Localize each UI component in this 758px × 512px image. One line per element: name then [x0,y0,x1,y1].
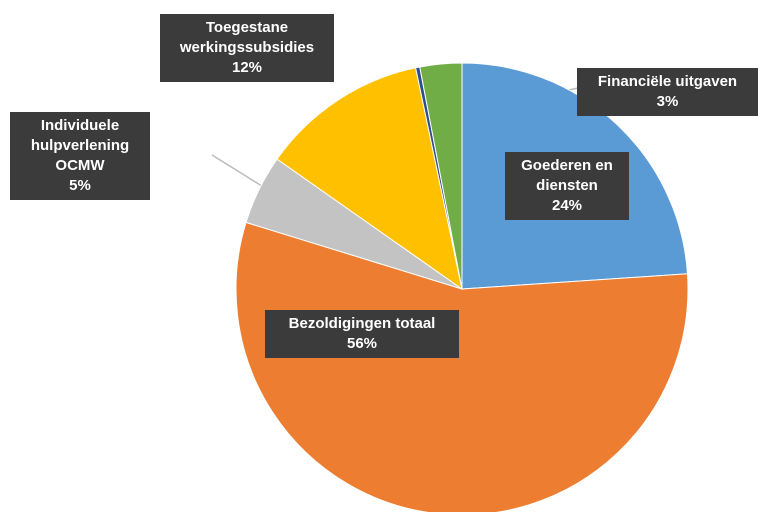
category-label: Toegestane werkingssubsidies [179,19,315,56]
slice-label: Financiële uitgaven 3% [577,68,758,116]
pie-slice [276,67,463,291]
category-label: Individuele hulpverlening OCMW [30,117,130,174]
category-label: Bezoldigingen totaal [288,315,436,332]
slice-label: Toegestane werkingssubsidies 12% [160,14,334,82]
slice-label: Bezoldigingen totaal 56% [265,310,459,358]
value-label: 24% [551,197,583,214]
pie-slice [419,62,463,290]
category-label: Goederen en diensten [521,157,613,194]
value-label: 56% [346,335,378,352]
slice-label: Goederen en diensten 24% [505,152,629,220]
value-label: 12% [231,59,263,76]
category-label: Financiële uitgaven [597,73,738,90]
value-label: 3% [656,93,679,110]
slice-label: Individuele hulpverlening OCMW 5% [10,112,150,200]
leader-line [211,154,266,189]
pie-slice [235,221,689,512]
value-label: 5% [69,177,91,194]
